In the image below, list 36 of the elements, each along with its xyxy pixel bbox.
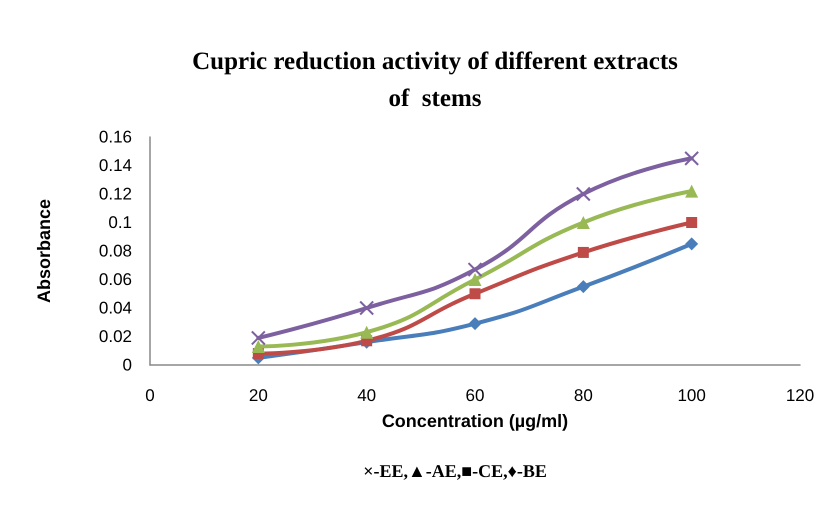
x-tick-label: 40 <box>357 386 376 405</box>
y-tick-label: 0.14 <box>98 156 132 175</box>
point <box>468 262 482 278</box>
x-tick-label: 60 <box>466 386 484 405</box>
point <box>468 317 482 330</box>
y-tick-label: 0.02 <box>98 327 132 346</box>
point <box>576 186 591 202</box>
x-tick-label: 0 <box>145 386 155 405</box>
point <box>360 326 374 339</box>
y-tick-label: 0 <box>122 356 132 374</box>
point <box>576 216 590 229</box>
x-tick-label: 80 <box>574 386 593 405</box>
y-tick-label: 0.1 <box>108 213 132 232</box>
x-axis-title: Concentration (µg/ml) <box>382 411 568 431</box>
text: ×-EE,▲-AE,■-CE,♦-BE <box>363 461 547 481</box>
point <box>250 330 266 346</box>
point <box>252 340 265 353</box>
point <box>685 184 698 198</box>
y-tick-label: 0.06 <box>98 270 132 289</box>
point <box>468 273 482 286</box>
x-tick-label: 100 <box>677 386 706 405</box>
y-tick-label: 0.08 <box>98 242 132 260</box>
point <box>578 246 589 258</box>
point <box>576 280 590 294</box>
y-tick-label: 0.04 <box>98 298 132 318</box>
point <box>686 217 698 228</box>
point <box>685 237 698 250</box>
y-tick-label: 0.12 <box>98 184 132 204</box>
y-axis-title: Absorbance <box>34 198 54 304</box>
chart-title: Cupric reduction activity of different extracts of stems <box>192 48 678 112</box>
point <box>470 288 480 300</box>
point <box>359 300 374 316</box>
x-tick-label: 20 <box>248 386 268 405</box>
y-tick-label: 0.16 <box>98 128 132 146</box>
point <box>684 150 700 166</box>
x-tick-label: 120 <box>786 386 814 405</box>
